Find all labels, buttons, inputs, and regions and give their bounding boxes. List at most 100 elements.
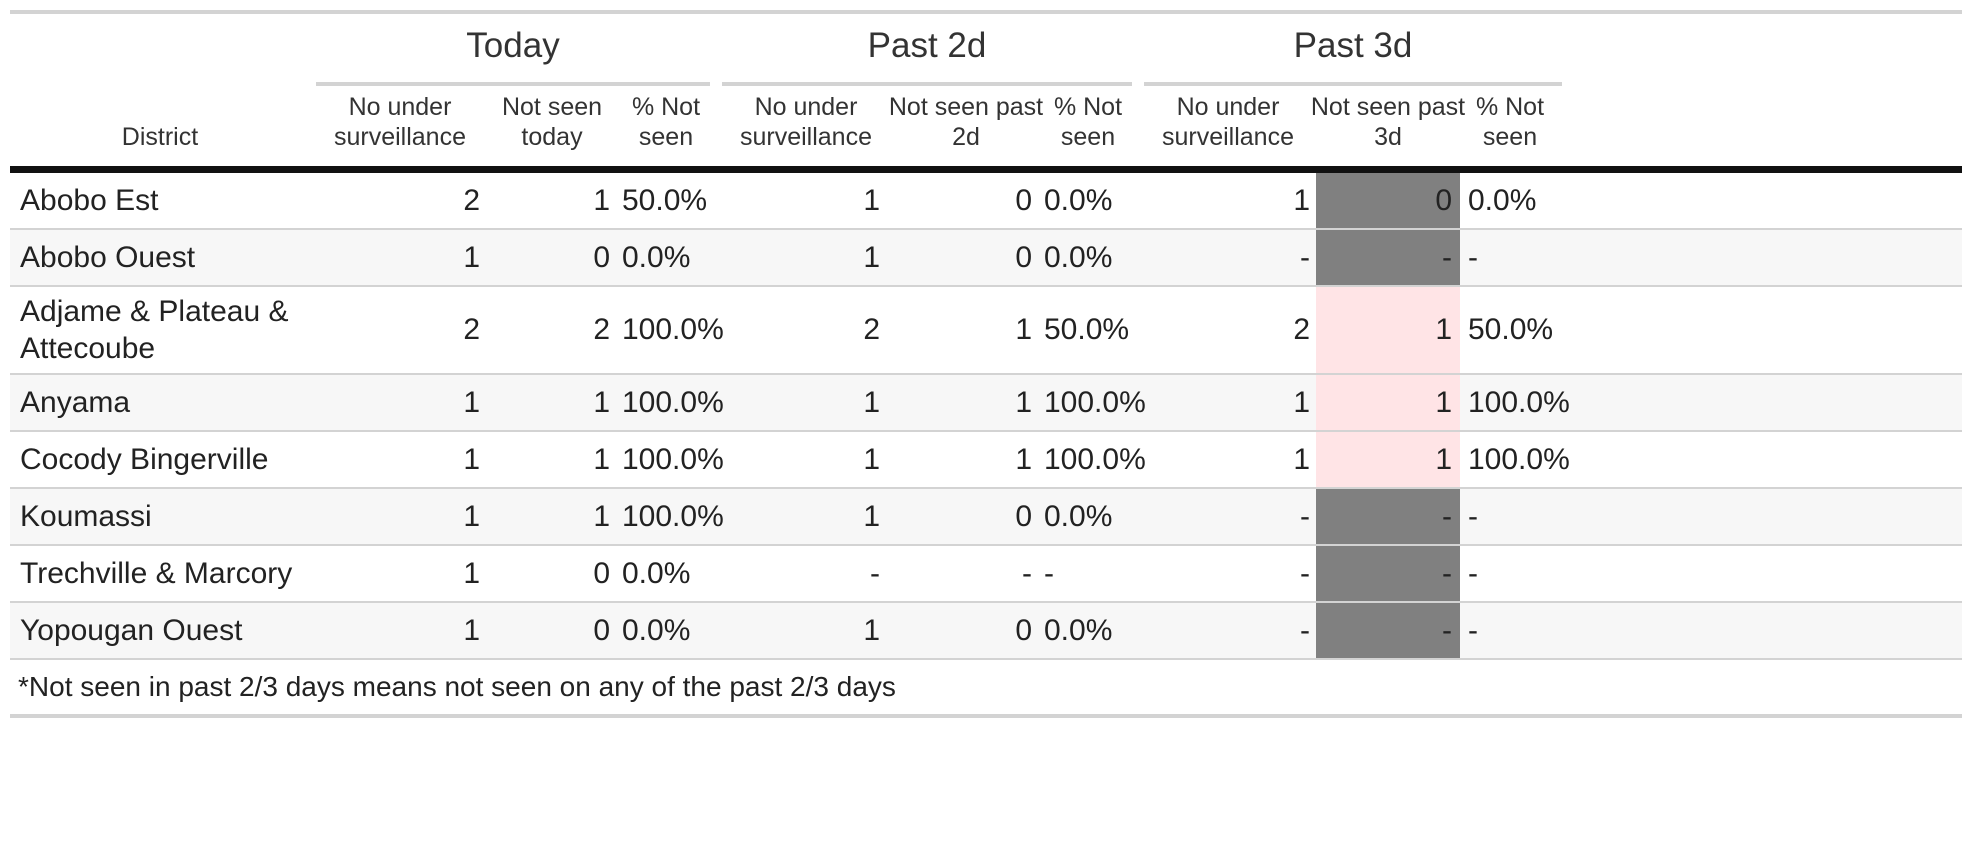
cell-past2d-not-seen: 0 xyxy=(1015,240,1032,274)
cell-past3d-pct-not-seen: 100.0% xyxy=(1468,385,1570,419)
cell-past2d-pct-not-seen: 0.0% xyxy=(1044,183,1113,217)
cell-district: Trechville & Marcory xyxy=(20,557,293,590)
cell-today-not-seen: 0 xyxy=(593,613,610,647)
cell-district: Koumassi xyxy=(20,500,152,533)
header-not-seen-today: Not seen today xyxy=(501,93,603,151)
cell-today-pct-not-seen: 100.0% xyxy=(622,313,724,346)
cell-past3d-not-seen: - xyxy=(1316,546,1460,601)
table-row: Abobo Ouest 1 0 0.0% 1 0 0.0% - - - xyxy=(10,230,1962,287)
cell-today-under-surveillance: 1 xyxy=(463,499,480,533)
cell-today-under-surveillance: 1 xyxy=(463,442,480,476)
cell-past2d-pct-not-seen: 100.0% xyxy=(1044,442,1146,476)
cell-past2d-under-surveillance: 1 xyxy=(863,385,880,419)
cell-past3d-not-seen: - xyxy=(1316,230,1460,285)
table-row: Anyama 1 1 100.0% 1 1 100.0% 1 1 100.0% xyxy=(10,375,1962,432)
header-no-under-surveillance-past2d: No under surveillance xyxy=(739,93,872,151)
cell-past3d-not-seen: 1 xyxy=(1316,287,1460,373)
cell-past3d-pct-not-seen: - xyxy=(1468,556,1478,590)
cell-past2d-not-seen: 1 xyxy=(1015,385,1032,419)
cell-past2d-not-seen: 0 xyxy=(1015,613,1032,647)
column-header-row: District No under surveillance Not seen toda… xyxy=(10,86,1962,166)
cell-past3d-not-seen: 1 xyxy=(1316,432,1460,487)
cell-past2d-pct-not-seen: 0.0% xyxy=(1044,499,1113,533)
cell-past2d-not-seen: - xyxy=(1022,556,1032,590)
cell-today-not-seen: 1 xyxy=(593,442,610,476)
group-past-2d-header: Past 2d xyxy=(722,14,1132,86)
cell-past3d-not-seen: - xyxy=(1316,489,1460,544)
header-rule xyxy=(10,166,1962,173)
group-today-header: Today xyxy=(316,14,710,86)
group-today-title: Today xyxy=(466,26,560,65)
surveillance-table: Today Past 2d Past 3d District No under surv… xyxy=(10,10,1962,718)
cell-past2d-not-seen: 0 xyxy=(1015,499,1032,533)
cell-past2d-under-surveillance: 1 xyxy=(863,613,880,647)
group-past-3d-rule xyxy=(1144,82,1562,86)
cell-past2d-pct-not-seen: 50.0% xyxy=(1044,313,1130,346)
cell-past3d-under-surveillance: - xyxy=(1300,240,1310,274)
cell-past2d-under-surveillance: 1 xyxy=(863,442,880,476)
group-past-3d-title: Past 3d xyxy=(1293,26,1413,65)
column-group-header-row: Today Past 2d Past 3d xyxy=(10,14,1962,86)
cell-past2d-under-surveillance: 1 xyxy=(863,499,880,533)
cell-past3d-not-seen: - xyxy=(1316,603,1460,658)
cell-past2d-under-surveillance: 1 xyxy=(863,183,880,217)
header-district: District xyxy=(121,123,199,151)
cell-past2d-pct-not-seen: 0.0% xyxy=(1044,613,1113,647)
cell-past2d-pct-not-seen: 100.0% xyxy=(1044,385,1146,419)
cell-today-pct-not-seen: 100.0% xyxy=(622,442,724,476)
header-not-seen-past2d: Not seen past 2d xyxy=(888,93,1044,151)
cell-past2d-not-seen: 1 xyxy=(1015,442,1032,476)
cell-past2d-under-surveillance: - xyxy=(870,556,880,590)
cell-district: Yopougan Ouest xyxy=(20,614,243,647)
group-past-3d-header: Past 3d xyxy=(1144,14,1562,86)
cell-today-not-seen: 0 xyxy=(593,240,610,274)
cell-past3d-pct-not-seen: - xyxy=(1468,613,1478,647)
cell-today-not-seen: 0 xyxy=(593,556,610,590)
table-row: Trechville & Marcory 1 0 0.0% - - - - - - xyxy=(10,546,1962,603)
cell-today-not-seen: 1 xyxy=(593,183,610,217)
cell-today-under-surveillance: 1 xyxy=(463,613,480,647)
table-row: Yopougan Ouest 1 0 0.0% 1 0 0.0% - - - xyxy=(10,603,1962,660)
cell-past2d-not-seen: 1 xyxy=(1015,313,1032,346)
cell-district: Adjame & Plateau & Attecoube xyxy=(20,295,289,365)
header-pct-not-seen-past2d: % Not seen xyxy=(1053,93,1123,151)
cell-past3d-pct-not-seen: - xyxy=(1468,240,1478,274)
table-row: Abobo Est 2 1 50.0% 1 0 0.0% 1 0 0.0% xyxy=(10,173,1962,230)
table-footnote: *Not seen in past 2/3 days means not see… xyxy=(18,671,896,702)
cell-today-under-surveillance: 1 xyxy=(463,240,480,274)
header-no-under-surveillance-past3d: No under surveillance xyxy=(1161,93,1294,151)
cell-today-pct-not-seen: 100.0% xyxy=(622,385,724,419)
table-row: Koumassi 1 1 100.0% 1 0 0.0% - - - xyxy=(10,489,1962,546)
table-row: Adjame & Plateau & Attecoube 2 2 100.0% 2 1 50.… xyxy=(10,287,1962,375)
cell-today-pct-not-seen: 0.0% xyxy=(622,613,691,647)
table-bottom-rule xyxy=(10,714,1962,718)
cell-today-pct-not-seen: 0.0% xyxy=(622,240,691,274)
cell-district: Anyama xyxy=(20,386,131,419)
group-past-2d-title: Past 2d xyxy=(867,26,987,65)
cell-past3d-not-seen: 0 xyxy=(1316,173,1460,228)
cell-past3d-pct-not-seen: - xyxy=(1468,499,1478,533)
cell-past2d-under-surveillance: 1 xyxy=(863,240,880,274)
cell-past2d-pct-not-seen: 0.0% xyxy=(1044,240,1113,274)
table-top-rule xyxy=(10,10,1962,14)
group-past-2d-rule xyxy=(722,82,1132,86)
table-body: Abobo Est 2 1 50.0% 1 0 0.0% 1 0 0.0% Abobo Ouest 1… xyxy=(10,173,1962,660)
cell-district: Abobo Est xyxy=(20,184,159,217)
table-row: Cocody Bingerville 1 1 100.0% 1 1 100.0% 1 1 100.… xyxy=(10,432,1962,489)
header-pct-not-seen-today: % Not seen xyxy=(631,93,701,151)
cell-today-under-surveillance: 2 xyxy=(463,183,480,217)
cell-today-pct-not-seen: 50.0% xyxy=(622,183,708,217)
cell-past3d-pct-not-seen: 100.0% xyxy=(1468,442,1570,476)
header-not-seen-past3d: Not seen past 3d xyxy=(1310,93,1466,151)
cell-district: Cocody Bingerville xyxy=(20,443,269,476)
header-no-under-surveillance-today: No under surveillance xyxy=(333,93,466,151)
cell-today-not-seen: 1 xyxy=(593,499,610,533)
cell-past2d-not-seen: 0 xyxy=(1015,183,1032,217)
cell-today-pct-not-seen: 0.0% xyxy=(622,556,691,590)
cell-past3d-under-surveillance: 1 xyxy=(1293,442,1310,476)
cell-past3d-pct-not-seen: 0.0% xyxy=(1468,183,1537,217)
cell-today-pct-not-seen: 100.0% xyxy=(622,499,724,533)
cell-today-under-surveillance: 2 xyxy=(463,313,480,346)
cell-past3d-under-surveillance: 2 xyxy=(1293,313,1310,346)
cell-past3d-not-seen: 1 xyxy=(1316,375,1460,430)
